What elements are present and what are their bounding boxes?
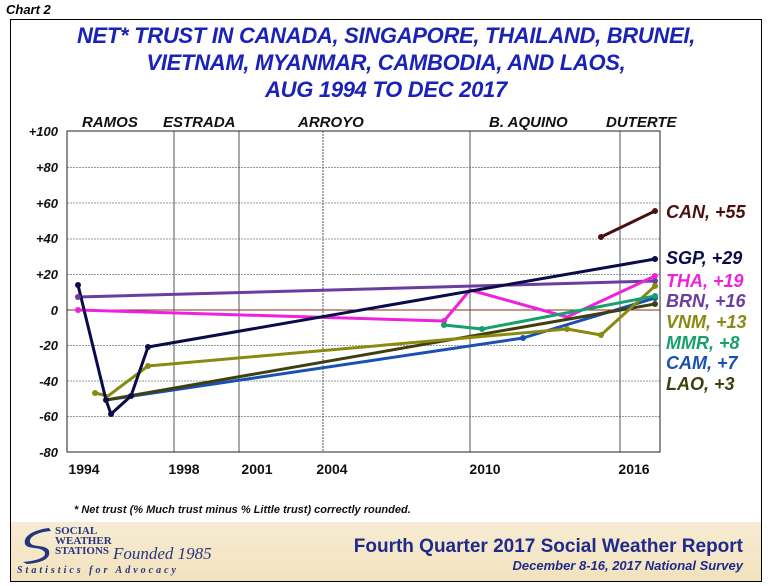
footer-banner: SOCIAL WEATHER STATIONS Founded 1985 Sta…: [11, 522, 761, 581]
y-tick: -40: [39, 374, 59, 389]
y-tick: +40: [36, 231, 59, 246]
y-tick: +80: [36, 160, 59, 175]
y-axis-ticks: +100 +80 +60 +40 +20 0 -20 -40 -60 -80: [29, 124, 59, 460]
y-tick: +60: [36, 196, 59, 211]
y-tick: +20: [36, 267, 59, 282]
x-tick: 2010: [469, 461, 500, 477]
chart-frame: [10, 19, 762, 582]
series-end-labels: CAN, +55 SGP, +29 THA, +19 BRN, +16 VNM,…: [666, 202, 747, 394]
era-label-arroyo: ARROYO: [297, 114, 364, 131]
founded-text: Founded 1985: [113, 544, 212, 563]
logo-line: SOCIAL: [55, 525, 98, 537]
label-sgp: SGP, +29: [666, 248, 742, 268]
x-tick: 2001: [241, 461, 272, 477]
survey-dates: December 8-16, 2017 National Survey: [512, 558, 743, 573]
series-can: [600, 209, 656, 239]
y-tick: 0: [51, 303, 59, 318]
series-brn: [77, 279, 656, 299]
era-label-b-aquino: B. AQUINO: [489, 114, 568, 131]
horizontal-gridlines: [67, 167, 660, 417]
label-brn: BRN, +16: [666, 291, 747, 311]
report-title: Fourth Quarter 2017 Social Weather Repor…: [353, 536, 743, 557]
x-axis-ticks: 1994 1998 2001 2004 2010 2016: [68, 461, 649, 477]
era-labels: RAMOS ESTRADA ARROYO B. AQUINO DUTERTE: [82, 114, 678, 131]
logo-line: STATIONS: [55, 545, 110, 557]
series-markers: [75, 208, 658, 417]
x-tick: 2004: [316, 461, 347, 477]
x-tick: 2016: [618, 461, 649, 477]
label-tha: THA, +19: [666, 271, 744, 291]
chart-title-line-3: AUG 1994 TO DEC 2017: [265, 77, 507, 102]
chart-title: NET* TRUST IN CANADA, SINGAPORE, THAILAN…: [10, 22, 762, 103]
chart-number-label: Chart 2: [6, 2, 51, 17]
era-label-duterte: DUTERTE: [606, 114, 678, 131]
footnote: * Net trust (% Much trust minus % Little…: [74, 504, 411, 516]
label-lao: LAO, +3: [666, 374, 735, 394]
x-tick: 1998: [168, 461, 199, 477]
era-label-ramos: RAMOS: [82, 114, 138, 131]
series-lao: [105, 302, 656, 402]
era-label-estrada: ESTRADA: [163, 114, 236, 131]
sws-logo-text: SOCIAL WEATHER STATIONS: [55, 525, 112, 557]
tagline: Statistics for Advocacy: [17, 565, 179, 576]
y-tick: +100: [29, 124, 59, 139]
chart-title-line-1: NET* TRUST IN CANADA, SINGAPORE, THAILAN…: [76, 23, 696, 48]
y-tick: -60: [39, 409, 59, 424]
x-tick: 1994: [68, 461, 99, 477]
label-vnm: VNM, +13: [666, 312, 747, 332]
y-tick: -20: [39, 338, 59, 353]
logo-line: WEATHER: [55, 535, 112, 547]
label-cam: CAM, +7: [666, 353, 739, 373]
label-can: CAN, +55: [666, 202, 747, 222]
series-sgp: [76, 257, 656, 416]
label-mmr: MMR, +8: [666, 333, 740, 353]
y-tick: -80: [39, 445, 59, 460]
chart-title-line-2: VIETNAM, MYANMAR, CAMBODIA, AND LAOS,: [146, 50, 626, 75]
plot-area: [66, 130, 661, 453]
series-lines: [76, 209, 657, 416]
sws-logo-icon: [23, 528, 51, 564]
